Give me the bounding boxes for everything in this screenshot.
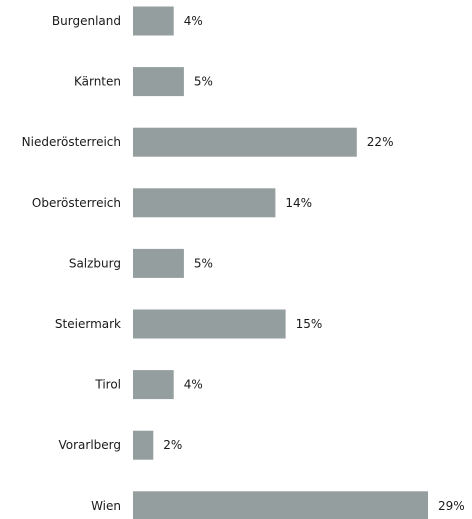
value-label-burgenland: 4% bbox=[184, 14, 203, 28]
category-label-karnten: Kärnten bbox=[74, 75, 121, 89]
bar-karnten bbox=[133, 67, 184, 97]
category-label-burgenland: Burgenland bbox=[52, 14, 121, 28]
bar-niederosterreich bbox=[133, 127, 357, 157]
value-label-niederosterreich: 22% bbox=[367, 135, 394, 149]
category-label-steiermark: Steiermark bbox=[55, 317, 121, 331]
value-label-steiermark: 15% bbox=[296, 317, 323, 331]
category-label-wien: Wien bbox=[91, 499, 121, 513]
value-label-oberosterreich: 14% bbox=[285, 196, 312, 210]
value-label-tirol: 4% bbox=[184, 378, 203, 392]
bars-group bbox=[133, 6, 428, 519]
bar-wien bbox=[133, 491, 428, 519]
bar-salzburg bbox=[133, 248, 184, 278]
value-label-salzburg: 5% bbox=[194, 256, 213, 270]
bar-vorarlberg bbox=[133, 430, 154, 460]
bar-burgenland bbox=[133, 6, 174, 36]
bar-oberosterreich bbox=[133, 188, 276, 218]
bar-steiermark bbox=[133, 309, 286, 339]
category-label-vorarlberg: Vorarlberg bbox=[58, 438, 121, 452]
bar-tirol bbox=[133, 370, 174, 400]
category-label-tirol: Tirol bbox=[94, 378, 121, 392]
category-label-oberosterreich: Oberösterreich bbox=[32, 196, 121, 210]
value-label-vorarlberg: 2% bbox=[163, 438, 182, 452]
category-label-salzburg: Salzburg bbox=[69, 256, 121, 270]
category-label-niederosterreich: Niederösterreich bbox=[22, 135, 121, 149]
category-labels: Burgenland Kärnten Niederösterreich Oberöst… bbox=[22, 14, 121, 513]
value-label-wien: 29% bbox=[438, 499, 465, 513]
value-labels: 4% 5% 22% 14% 5% 15% 4% 2% 29% bbox=[163, 14, 464, 513]
value-label-karnten: 5% bbox=[194, 75, 213, 89]
